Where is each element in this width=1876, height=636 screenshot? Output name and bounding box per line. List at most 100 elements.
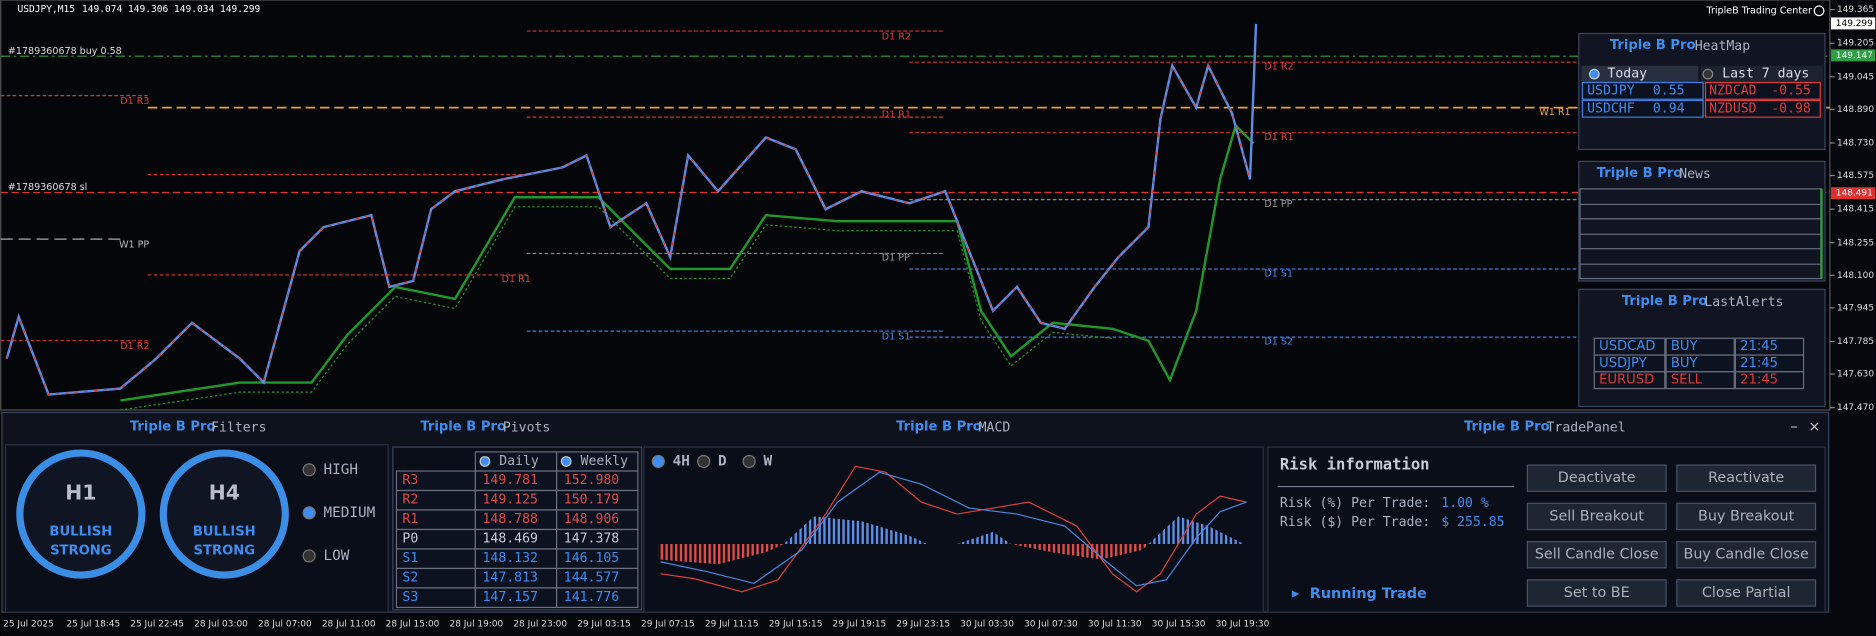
pivot-text: 141.776 xyxy=(564,590,619,605)
alert-text: 21:45 xyxy=(1740,356,1778,371)
price-tick: 149.365 xyxy=(1837,5,1874,15)
pivot-col: Weekly xyxy=(581,454,629,469)
button[interactable] xyxy=(1676,579,1817,607)
time-tick: 28 Jul 07:00 xyxy=(258,620,312,630)
alert-text: SELL xyxy=(1671,373,1703,388)
pivot-text: 147.378 xyxy=(564,532,619,547)
button[interactable] xyxy=(1526,540,1667,569)
radio[interactable] xyxy=(479,456,491,467)
price-tick: 147.470 xyxy=(1837,403,1874,413)
cell: NZDCAD xyxy=(1709,83,1757,98)
price-tick: 147.785 xyxy=(1837,337,1874,347)
time-tick: 28 Jul 23:00 xyxy=(513,620,567,630)
button[interactable] xyxy=(1676,502,1817,531)
brand: TripleB Trading Center xyxy=(1706,5,1812,16)
button-label[interactable]: Deactivate xyxy=(1558,470,1636,486)
minimize[interactable]: – xyxy=(1790,419,1797,435)
tab-label[interactable]: W xyxy=(763,453,772,469)
time-tick: 28 Jul 03:00 xyxy=(194,620,248,630)
pivot-col: Daily xyxy=(499,454,539,469)
tab[interactable] xyxy=(1700,65,1823,83)
time-tick: 25 Jul 18:45 xyxy=(66,620,120,630)
pivot-text: R2 xyxy=(402,493,418,508)
radio[interactable] xyxy=(697,454,711,469)
radio[interactable] xyxy=(651,454,665,469)
price-tick: 147.945 xyxy=(1837,303,1874,313)
radio[interactable] xyxy=(1702,68,1714,80)
pivot-text: 147.813 xyxy=(483,571,538,586)
symbol: USDJPY,M15 xyxy=(17,4,74,15)
expander[interactable]: ▶ xyxy=(1292,589,1300,600)
pivot-text: S2 xyxy=(402,571,418,586)
pivot-text: 148.132 xyxy=(483,551,538,566)
button[interactable] xyxy=(1676,464,1817,492)
radio[interactable] xyxy=(302,463,316,477)
tab[interactable] xyxy=(1581,65,1699,83)
gauge-dir: BULLISH xyxy=(49,524,112,539)
radio-label[interactable]: LOW xyxy=(324,548,350,564)
close[interactable]: × xyxy=(1808,419,1820,435)
button-label[interactable]: Buy Breakout xyxy=(1698,508,1795,524)
time-tick: 28 Jul 19:00 xyxy=(450,620,504,630)
time-tick: 29 Jul 03:15 xyxy=(577,620,631,630)
button[interactable] xyxy=(1526,464,1667,492)
radio[interactable] xyxy=(302,506,316,520)
time-tick: 30 Jul 03:30 xyxy=(960,620,1014,630)
button[interactable] xyxy=(1676,540,1817,569)
price-tick: 148.730 xyxy=(1837,138,1874,148)
button-label[interactable]: Buy Candle Close xyxy=(1684,547,1809,563)
button-label[interactable]: Reactivate xyxy=(1708,470,1784,486)
level-label: #1789360678 sl xyxy=(8,182,87,193)
price-marker-label: 148.491 xyxy=(1836,189,1873,199)
button[interactable] xyxy=(1526,502,1667,531)
pivot-table: Daily Weekly R3 149.781 152.980 R2 149.125 150.… xyxy=(395,451,639,609)
cell: -0.55 xyxy=(1771,83,1811,98)
button-label[interactable]: Sell Candle Close xyxy=(1535,547,1659,563)
macd-tabs: 4H D W xyxy=(651,453,772,469)
ma-band xyxy=(120,123,1255,402)
cell: USDJPY xyxy=(1587,83,1635,98)
news-title: News xyxy=(1679,167,1711,182)
trade-title: TradePanel xyxy=(1547,420,1626,435)
price-marker-label: 149.147 xyxy=(1836,51,1873,61)
radio-label[interactable]: HIGH xyxy=(324,462,359,478)
level-label: D1 PP xyxy=(882,253,910,264)
alerts-title: LastAlerts xyxy=(1704,295,1783,310)
radio-label[interactable]: MEDIUM xyxy=(324,505,376,521)
cell: 0.94 xyxy=(1653,101,1685,116)
radio[interactable] xyxy=(742,454,756,469)
button-label[interactable]: Set to BE xyxy=(1564,585,1630,601)
tab-label[interactable]: Last 7 days xyxy=(1722,67,1809,82)
radio[interactable] xyxy=(560,456,572,467)
price-tick: 148.255 xyxy=(1837,238,1874,248)
level-label: W1 R1 xyxy=(1539,107,1570,118)
time-tick: 29 Jul 23:15 xyxy=(896,620,950,630)
button-label[interactable]: Sell Breakout xyxy=(1549,508,1644,524)
cell: USDCHF xyxy=(1587,101,1635,116)
button-label[interactable]: Close Partial xyxy=(1702,585,1791,601)
level-label: D1 R1 xyxy=(882,109,911,120)
running-trade[interactable]: Running Trade xyxy=(1310,586,1427,602)
pivots-brand: Triple B Pro xyxy=(420,419,506,434)
time-tick: 28 Jul 11:00 xyxy=(322,620,376,630)
radio[interactable] xyxy=(302,549,316,563)
price-axis: 149.365 149.205 149.045 148.890 148.730 148.5… xyxy=(1829,5,1876,413)
radio[interactable] xyxy=(1588,68,1600,80)
time-tick: 30 Jul 15:30 xyxy=(1152,620,1206,630)
tab-label[interactable]: D xyxy=(718,453,727,469)
risk-pct-label: Risk (%) Per Trade: xyxy=(1280,496,1430,511)
cell: NZDUSD xyxy=(1709,101,1757,116)
level-label: D1 S1 xyxy=(882,332,911,343)
chart-area xyxy=(0,0,1831,411)
button[interactable] xyxy=(1526,579,1667,607)
tab-label[interactable]: 4H xyxy=(673,453,690,469)
price-marker xyxy=(1831,187,1876,200)
tab-label[interactable]: Today xyxy=(1607,67,1647,82)
pivot-text: R1 xyxy=(402,512,418,527)
price-tick: 148.575 xyxy=(1837,171,1874,181)
pivot-text: R3 xyxy=(402,473,418,488)
pivot-text: P0 xyxy=(402,532,418,547)
pivot-text: 148.788 xyxy=(483,512,538,527)
gauge-tf: H4 xyxy=(209,481,240,505)
alert-cell xyxy=(1665,371,1735,390)
